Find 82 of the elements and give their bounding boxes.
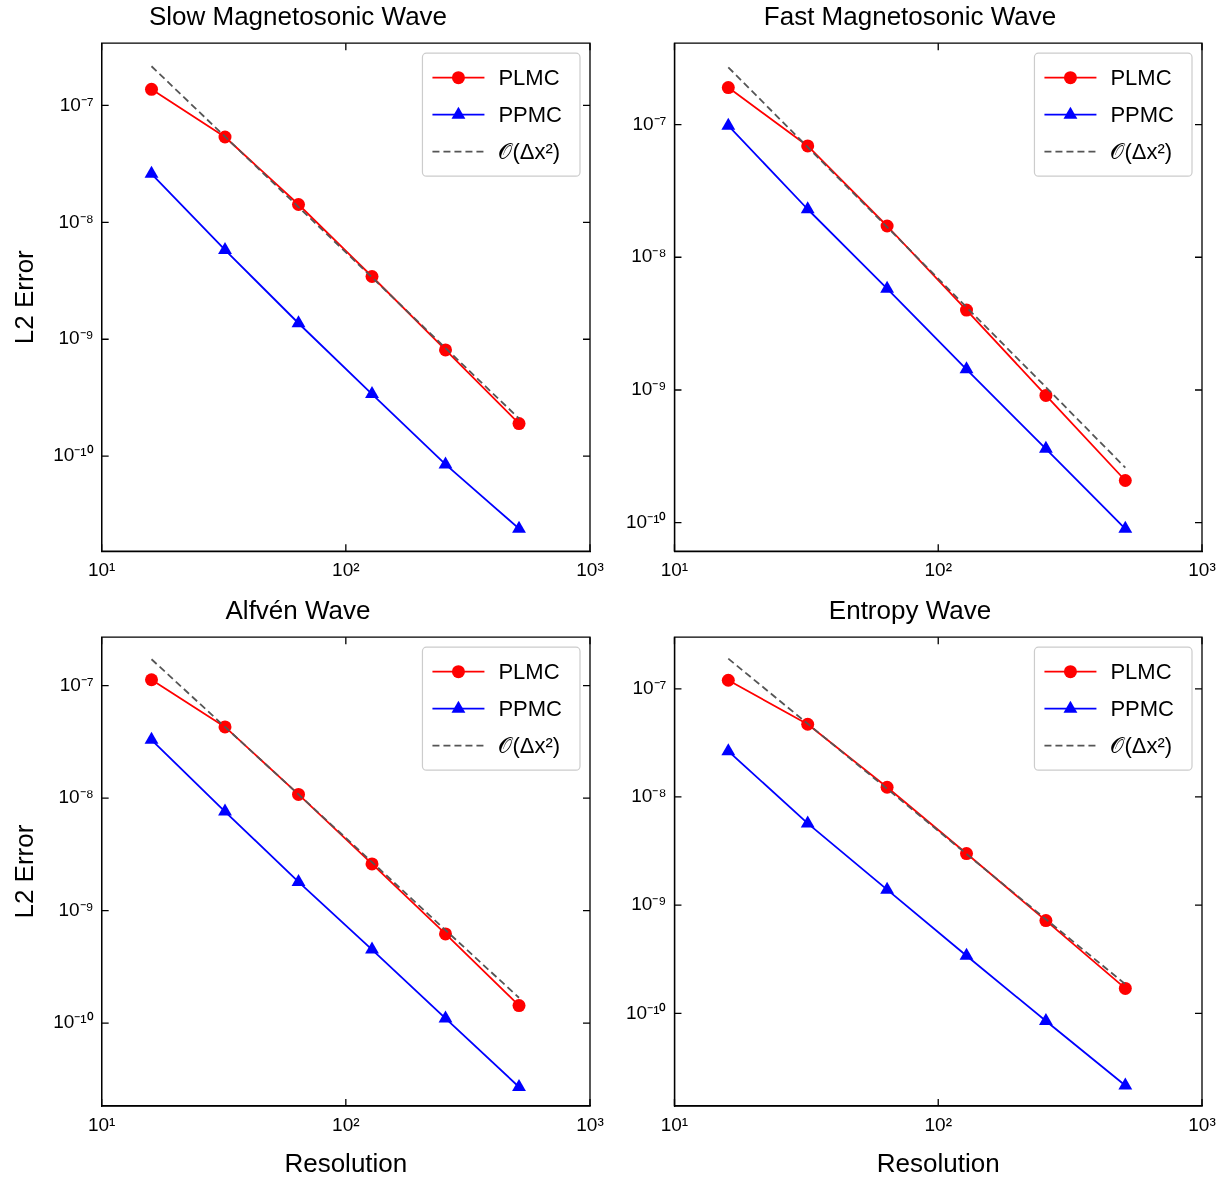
point	[438, 1010, 453, 1023]
point	[365, 941, 379, 954]
point	[1118, 520, 1133, 533]
chart-title: Slow Magnetosonic Wave	[148, 0, 448, 31]
point	[1118, 981, 1132, 995]
point	[721, 743, 736, 756]
legend-label: PLMC	[498, 64, 560, 90]
point	[144, 165, 159, 178]
point	[144, 731, 159, 744]
point	[880, 280, 895, 293]
point	[438, 456, 453, 469]
x-tick-label: 10²	[924, 1113, 952, 1135]
point	[1038, 440, 1053, 453]
y-tick-label: 10⁻¹⁰	[625, 1001, 667, 1023]
point	[800, 201, 815, 214]
y-tick-label: 10⁻⁹	[58, 898, 94, 920]
point	[1118, 473, 1132, 487]
point	[1118, 1077, 1133, 1090]
legend-label: PPMC	[498, 101, 563, 127]
y-tick-label: 10⁻⁸	[631, 785, 667, 807]
point	[959, 361, 974, 374]
x-tick-label: 10²	[332, 558, 360, 580]
x-tick-label: 10³	[1188, 558, 1216, 580]
point	[721, 673, 735, 687]
chart-title: Fast Magnetosonic Wave	[763, 0, 1057, 31]
x-tick-label: 10¹	[87, 558, 116, 580]
point	[880, 881, 895, 894]
y-tick-label: 10⁻⁸	[58, 210, 94, 232]
y-tick-label: 10⁻¹⁰	[53, 1011, 94, 1033]
x-tick-label: 10¹	[87, 1113, 116, 1135]
x-tick-label: 10³	[576, 558, 604, 580]
legend-label: PPMC	[1110, 101, 1175, 127]
x-tick-label: 10¹	[660, 1113, 689, 1135]
x-tick-label: 10¹	[660, 558, 689, 580]
y-tick-label: 10⁻⁷	[59, 673, 94, 695]
point	[512, 1079, 526, 1092]
point	[721, 81, 735, 95]
x-axis-title: Resolution	[876, 1147, 1000, 1178]
x-axis-title: Resolution	[284, 1147, 408, 1178]
chart-title: Alfvén Wave	[225, 594, 371, 625]
legend-label: PLMC	[498, 658, 560, 684]
legend-label: PPMC	[498, 695, 563, 721]
chart-title: Entropy Wave	[828, 594, 992, 625]
point	[365, 386, 379, 399]
point	[512, 520, 526, 533]
point	[292, 197, 306, 211]
point	[512, 999, 526, 1013]
point	[145, 82, 158, 96]
legend-label: PLMC	[1110, 64, 1172, 90]
point	[145, 673, 158, 687]
point	[291, 315, 306, 328]
point	[1038, 1012, 1053, 1025]
point	[439, 343, 453, 357]
y-tick-label: 10⁻¹⁰	[53, 444, 94, 466]
legend-label: 𝒪(Δx²)	[498, 732, 561, 758]
x-tick-label: 10³	[1188, 1113, 1216, 1135]
y-tick-label: 10⁻⁹	[631, 893, 667, 915]
point	[218, 803, 232, 816]
y-tick-label: 10⁻⁸	[58, 786, 94, 808]
x-tick-label: 10²	[924, 558, 952, 580]
legend-label: 𝒪(Δx²)	[1110, 138, 1173, 164]
point	[291, 873, 306, 886]
x-tick-label: 10²	[332, 1113, 360, 1135]
y-axis-title: L2 Error	[8, 824, 39, 919]
point	[218, 241, 232, 254]
y-tick-label: 10⁻⁹	[631, 378, 667, 400]
y-tick-label: 10⁻⁷	[59, 93, 94, 115]
legend-label: PLMC	[1110, 658, 1172, 684]
x-tick-label: 10³	[576, 1113, 604, 1135]
y-tick-label: 10⁻⁹	[58, 327, 94, 349]
y-tick-label: 10⁻⁷	[632, 677, 667, 699]
y-tick-label: 10⁻⁸	[631, 245, 667, 267]
legend-label: PPMC	[1110, 695, 1175, 721]
y-tick-label: 10⁻¹⁰	[625, 510, 667, 532]
point	[292, 787, 306, 801]
point	[800, 815, 815, 828]
point	[959, 947, 974, 960]
y-axis-title: L2 Error	[8, 249, 39, 345]
legend-label: 𝒪(Δx²)	[498, 138, 561, 164]
legend-label: 𝒪(Δx²)	[1110, 732, 1173, 758]
point	[1039, 388, 1053, 402]
y-tick-label: 10⁻⁷	[632, 112, 667, 134]
